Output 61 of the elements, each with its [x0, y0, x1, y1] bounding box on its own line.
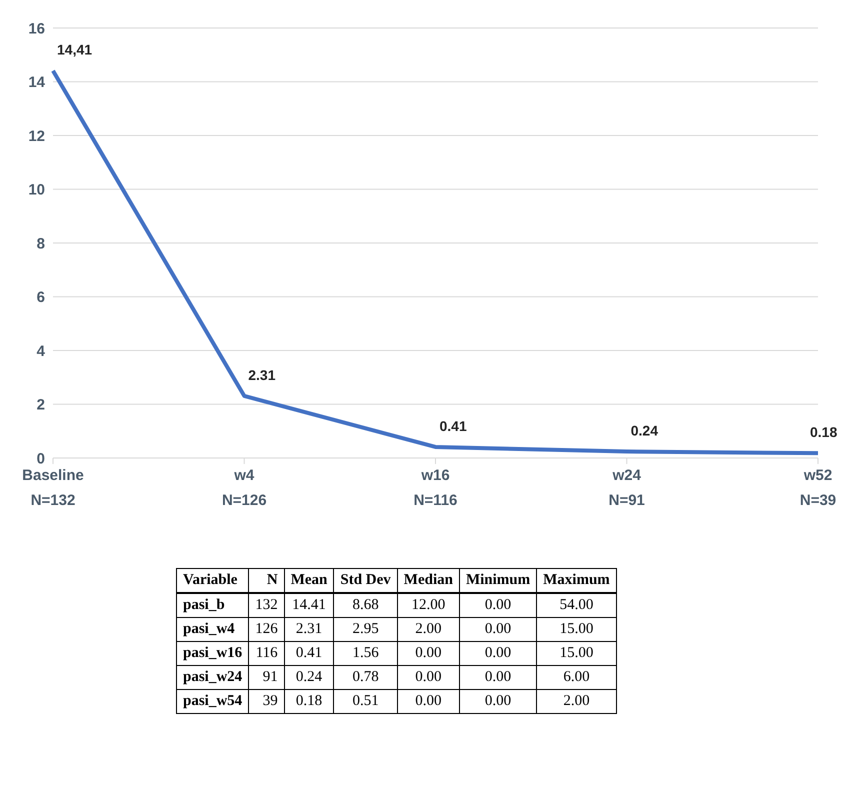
y-tick-label: 12 — [28, 128, 45, 145]
x-tick-label: w24 N=91 — [608, 467, 645, 509]
text: 0.00 — [459, 593, 537, 618]
text: 39 — [248, 690, 284, 714]
y-tick-label: 4 — [36, 342, 46, 360]
text: 0.18 — [284, 690, 334, 714]
text: Std Dev — [334, 568, 398, 593]
text: 132 — [248, 593, 284, 618]
text: 0.41 — [284, 642, 334, 666]
x-tick-label: w4 N=126 — [222, 467, 267, 509]
y-tick-label: 6 — [36, 289, 45, 306]
text: 116 — [248, 642, 284, 666]
text: 2.95 — [334, 618, 398, 642]
text: 2.00 — [536, 690, 616, 714]
text: pasi_b — [176, 593, 249, 618]
text: 15.00 — [536, 618, 616, 642]
text: 0.24 — [284, 666, 334, 690]
text: 0.00 — [459, 618, 537, 642]
text: pasi_w24 — [176, 666, 249, 690]
y-tick-label: 0 — [36, 450, 45, 468]
text: 1.56 — [334, 642, 398, 666]
text: Mean — [284, 568, 334, 593]
text: Minimum — [459, 568, 537, 593]
text: 2.31 — [284, 618, 334, 642]
text: 0.51 — [334, 690, 398, 714]
text: 0.00 — [397, 666, 460, 690]
data-label: 0.41 — [440, 418, 467, 434]
text: pasi_w4 — [176, 618, 249, 642]
text: 0.00 — [459, 642, 537, 666]
text: N — [248, 568, 284, 593]
text: 14.41 — [284, 593, 334, 618]
y-tick-label: 2 — [36, 396, 45, 414]
text: 0.00 — [459, 690, 537, 714]
text: pasi_w54 — [176, 690, 249, 714]
text: 126 — [248, 618, 284, 642]
text: Maximum — [536, 568, 616, 593]
x-tick-label: Baseline N=132 — [22, 467, 84, 509]
data-label: 14,41 — [57, 42, 92, 58]
text: 2.00 — [397, 618, 460, 642]
text: 0.00 — [397, 642, 460, 666]
y-tick-label: 8 — [36, 235, 45, 252]
text: pasi_w16 — [176, 642, 249, 666]
text: 15.00 — [536, 642, 616, 666]
text: 54.00 — [536, 593, 616, 618]
y-tick-label: 16 — [28, 20, 45, 38]
text: 0.78 — [334, 666, 398, 690]
data-label: 0.18 — [810, 424, 838, 440]
y-tick-label: 14 — [28, 74, 46, 92]
text: 6.00 — [536, 666, 616, 690]
data-label: 0.24 — [630, 422, 658, 439]
text: 0.00 — [459, 666, 537, 690]
data-label: 2.31 — [248, 366, 276, 383]
x-tick-label: w16 N=116 — [414, 467, 458, 509]
x-tick-label: w52 N=39 — [800, 467, 836, 509]
y-tick-label: 10 — [28, 182, 45, 199]
text: 91 — [248, 666, 284, 690]
text: 8.68 — [334, 593, 398, 618]
text: Median — [397, 568, 460, 593]
text: Variable — [176, 568, 249, 593]
text: 0.00 — [397, 690, 460, 714]
text: 12.00 — [397, 593, 460, 618]
